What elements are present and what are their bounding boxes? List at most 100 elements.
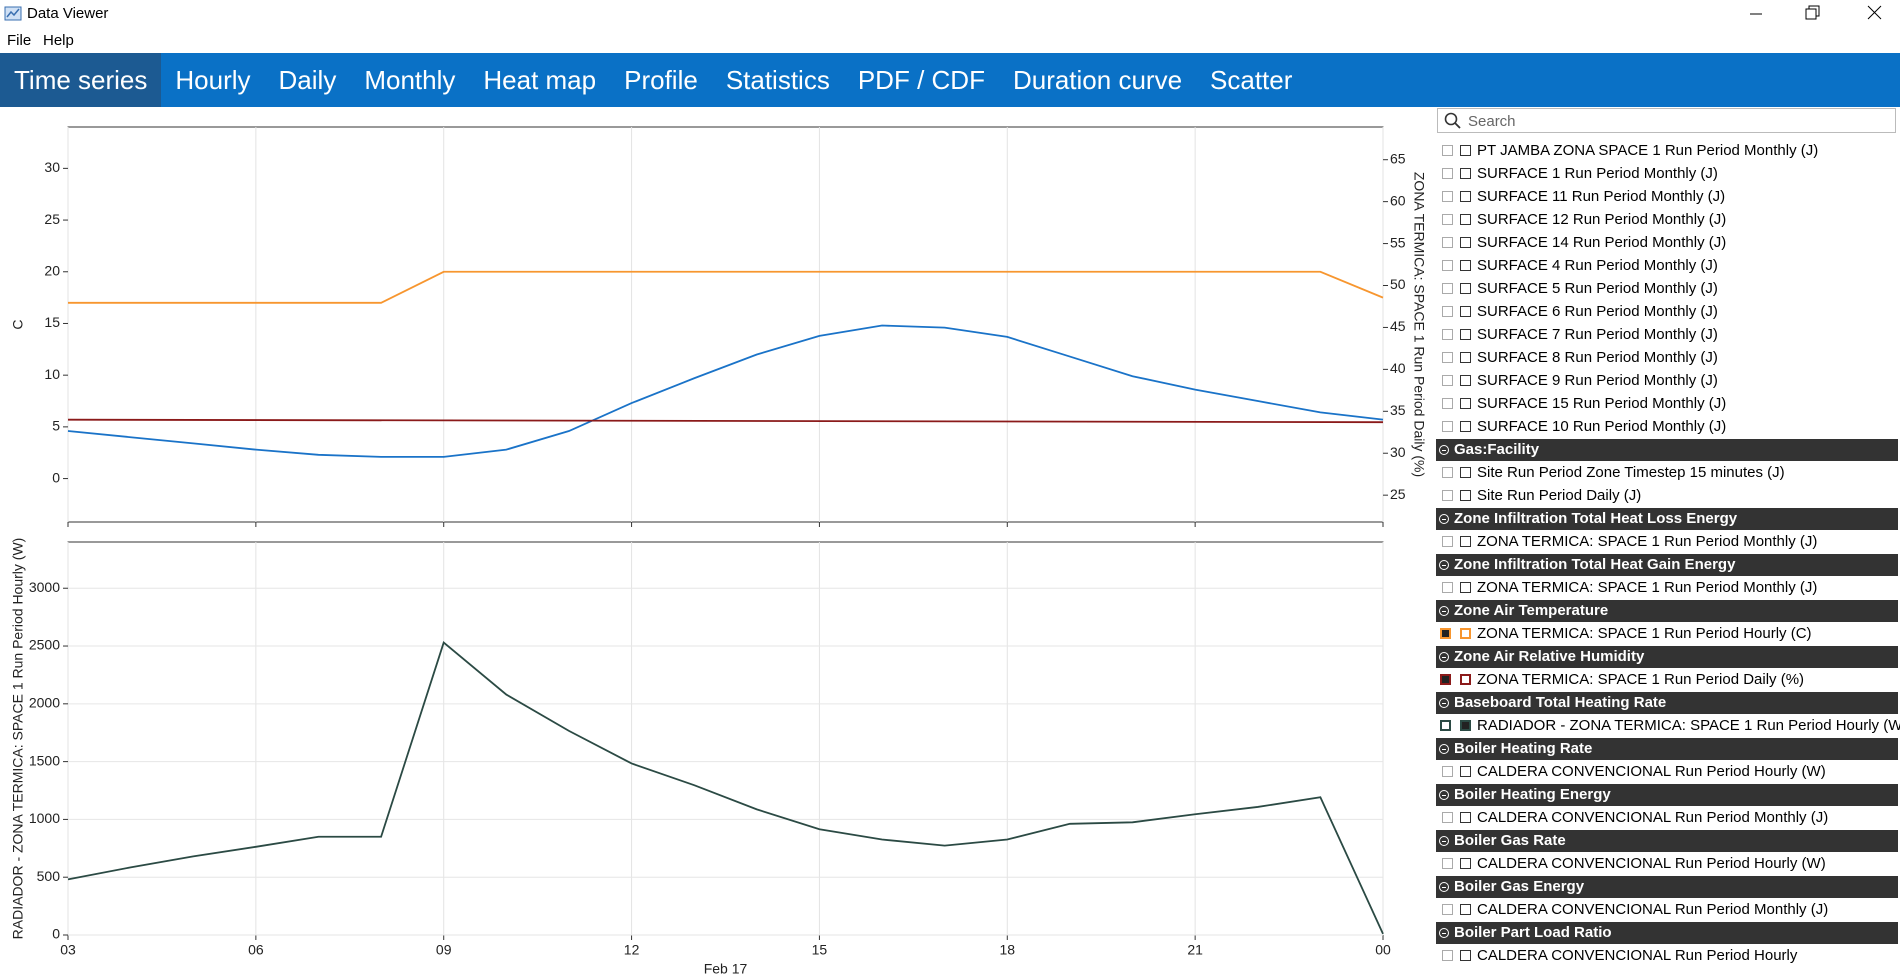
checkbox[interactable] [1460,329,1471,340]
tab[interactable]: PDF / CDF [857,65,985,95]
checkbox[interactable] [1442,490,1453,501]
group-header[interactable]: Baseboard Total Heating Rate [1436,692,1898,714]
series-item[interactable]: CALDERA CONVENCIONAL Run Period Monthly … [1435,807,1900,829]
checkbox[interactable] [1460,352,1471,363]
collapse-icon[interactable] [1439,514,1449,524]
checkbox[interactable] [1442,352,1453,363]
checkbox[interactable] [1460,950,1471,961]
checkbox[interactable] [1460,214,1471,225]
series-item[interactable]: CALDERA CONVENCIONAL Run Period Hourly (… [1435,761,1900,783]
collapse-icon[interactable] [1439,882,1449,892]
menu-item[interactable]: File [7,32,32,49]
checkbox[interactable] [1442,145,1453,156]
window-controls[interactable] [1740,0,1900,27]
tab[interactable]: Heat map [483,65,597,95]
series-item[interactable]: SURFACE 6 Run Period Monthly (J) [1435,301,1900,323]
search-box[interactable]: Search [1437,108,1896,133]
checkbox[interactable] [1442,168,1453,179]
checkbox[interactable] [1460,904,1471,915]
collapse-icon[interactable] [1439,790,1449,800]
checkbox[interactable] [1460,766,1471,777]
series-item[interactable]: SURFACE 9 Run Period Monthly (J) [1435,370,1900,392]
checkbox[interactable] [1442,812,1453,823]
checkbox[interactable] [1442,329,1453,340]
series-item[interactable]: SURFACE 11 Run Period Monthly (J) [1435,186,1900,208]
series-item[interactable]: SURFACE 15 Run Period Monthly (J) [1435,393,1900,415]
checkbox[interactable] [1460,490,1471,501]
tab[interactable]: Monthly [364,65,456,95]
series-item[interactable]: ZONA TERMICA: SPACE 1 Run Period Monthly… [1435,577,1900,599]
checkbox[interactable] [1460,720,1471,731]
checkbox[interactable] [1442,191,1453,202]
checkbox[interactable] [1460,467,1471,478]
checkbox[interactable] [1440,628,1451,639]
group-header[interactable]: Boiler Heating Rate [1436,738,1898,760]
series-item[interactable]: SURFACE 1 Run Period Monthly (J) [1435,163,1900,185]
collapse-icon[interactable] [1439,836,1449,846]
tab[interactable]: Time series [0,53,162,107]
checkbox[interactable] [1460,237,1471,248]
group-header[interactable]: Boiler Gas Rate [1436,830,1898,852]
checkbox[interactable] [1460,168,1471,179]
series-item[interactable]: CALDERA CONVENCIONAL Run Period Hourly (… [1435,853,1900,875]
checkbox[interactable] [1460,398,1471,409]
group-header[interactable]: Zone Air Relative Humidity [1436,646,1898,668]
collapse-icon[interactable] [1439,744,1449,754]
series-item[interactable]: PT JAMBA ZONA SPACE 1 Run Period Monthly… [1435,140,1900,162]
checkbox[interactable] [1442,950,1453,961]
close-button[interactable] [1867,5,1882,20]
series-item[interactable]: SURFACE 10 Run Period Monthly (J) [1435,416,1900,438]
checkbox[interactable] [1460,582,1471,593]
checkbox[interactable] [1442,421,1453,432]
checkbox[interactable] [1440,720,1451,731]
collapse-icon[interactable] [1439,560,1449,570]
checkbox[interactable] [1442,467,1453,478]
checkbox[interactable] [1440,674,1451,685]
series-item[interactable]: SURFACE 5 Run Period Monthly (J) [1435,278,1900,300]
group-header[interactable]: Zone Infiltration Total Heat Gain Energy [1436,554,1898,576]
group-header[interactable]: Boiler Gas Energy [1436,876,1898,898]
collapse-icon[interactable] [1439,445,1449,455]
series-item[interactable]: CALDERA CONVENCIONAL Run Period Monthly … [1435,899,1900,921]
series-item[interactable]: RADIADOR - ZONA TERMICA: SPACE 1 Run Per… [1435,715,1900,737]
collapse-icon[interactable] [1439,698,1449,708]
tab[interactable]: Daily [278,65,337,95]
group-header[interactable]: Zone Infiltration Total Heat Loss Energy [1436,508,1898,530]
checkbox[interactable] [1442,582,1453,593]
series-item[interactable]: ZONA TERMICA: SPACE 1 Run Period Hourly … [1435,623,1900,645]
checkbox[interactable] [1442,306,1453,317]
checkbox[interactable] [1460,260,1471,271]
checkbox[interactable] [1442,283,1453,294]
checkbox[interactable] [1442,858,1453,869]
checkbox[interactable] [1460,283,1471,294]
checkbox[interactable] [1442,237,1453,248]
series-item[interactable]: ZONA TERMICA: SPACE 1 Run Period Daily (… [1435,669,1900,691]
tab[interactable]: Profile [624,65,698,95]
collapse-icon[interactable] [1439,928,1449,938]
checkbox[interactable] [1460,191,1471,202]
tab[interactable]: Duration curve [1012,65,1183,95]
checkbox[interactable] [1460,375,1471,386]
checkbox[interactable] [1442,536,1453,547]
checkbox[interactable] [1460,536,1471,547]
series-item[interactable]: Site Run Period Zone Timestep 15 minutes… [1435,462,1900,484]
checkbox[interactable] [1442,398,1453,409]
tab[interactable]: Statistics [725,65,830,95]
group-header[interactable]: Boiler Heating Energy [1436,784,1898,806]
checkbox[interactable] [1442,260,1453,271]
checkbox[interactable] [1442,375,1453,386]
group-header[interactable]: Zone Air Temperature [1436,600,1898,622]
checkbox[interactable] [1460,858,1471,869]
collapse-icon[interactable] [1439,606,1449,616]
series-item[interactable]: SURFACE 7 Run Period Monthly (J) [1435,324,1900,346]
restore-button[interactable] [1805,8,1817,20]
series-item[interactable]: CALDERA CONVENCIONAL Run Period Hourly [1435,945,1900,967]
checkbox[interactable] [1460,145,1471,156]
checkbox[interactable] [1442,214,1453,225]
menu-item[interactable]: Help [43,32,74,49]
tab[interactable]: Hourly [175,65,251,95]
checkbox[interactable] [1442,904,1453,915]
tab[interactable]: Scatter [1210,65,1293,95]
group-header[interactable]: Boiler Part Load Ratio [1436,922,1898,944]
checkbox[interactable] [1442,766,1453,777]
